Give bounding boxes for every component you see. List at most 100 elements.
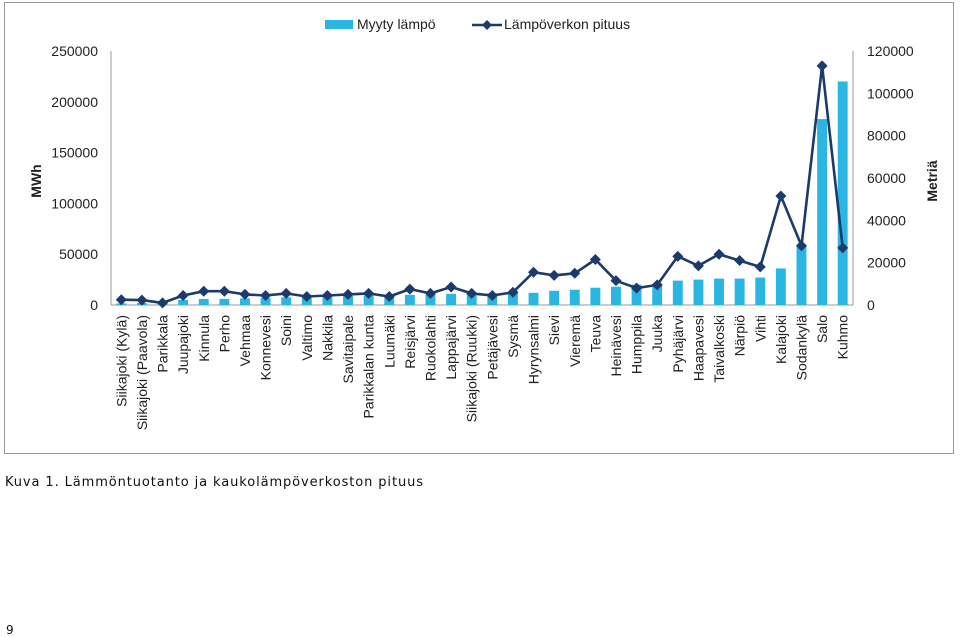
x-tick-label: Lappajärvi <box>443 315 459 380</box>
line-point <box>157 297 169 309</box>
y2-tick-label: 100000 <box>867 85 914 101</box>
line-point <box>754 261 766 273</box>
legend-swatch-bar <box>325 20 353 29</box>
line-point <box>528 266 540 278</box>
y2-tick-label: 120000 <box>867 43 914 59</box>
line-point <box>177 289 189 301</box>
bar <box>260 297 271 305</box>
x-tick-label: Humppila <box>629 315 645 374</box>
bar <box>425 294 436 305</box>
y-tick-label: 50000 <box>59 246 98 262</box>
x-tick-label: Sysmä <box>505 315 521 358</box>
line-point <box>816 60 828 72</box>
bar <box>796 246 807 305</box>
x-tick-label: Vehmaa <box>237 315 253 367</box>
y2-tick-label: 60000 <box>867 170 906 186</box>
x-tick-label: Perho <box>216 315 232 353</box>
y2-tick-label: 20000 <box>867 255 906 271</box>
line-point <box>115 294 127 306</box>
x-tick-label: Salo <box>814 315 830 343</box>
x-tick-label: Konnevesi <box>258 315 274 380</box>
x-tick-label: Parikkala <box>155 315 171 373</box>
bar <box>734 278 745 305</box>
line-point <box>713 248 725 260</box>
line-point <box>507 286 519 298</box>
line-point <box>280 287 292 299</box>
legend-label-line: Lämpöverkon pituus <box>504 16 630 32</box>
line-point <box>198 285 210 297</box>
line-point <box>795 240 807 252</box>
x-tick-label: Pyhäjärvi <box>670 315 686 373</box>
line-point <box>486 289 498 301</box>
legend: Myyty lämpö Lämpöverkon pituus <box>325 16 630 32</box>
line-point <box>445 281 457 293</box>
legend-label-bar: Myyty lämpö <box>357 16 436 32</box>
line-point <box>672 250 684 262</box>
bar <box>507 292 518 305</box>
x-tick-label: Juuka <box>649 315 665 353</box>
x-tick-label: Juupajoki <box>175 315 191 374</box>
line-point <box>651 279 663 291</box>
x-tick-label: Luumäki <box>381 315 397 368</box>
y-tick-label: 150000 <box>51 145 98 161</box>
x-tick-label: Siikajoki (Kylä) <box>113 315 129 407</box>
bar <box>755 277 766 305</box>
bar <box>219 298 230 305</box>
x-tick-label: Reisjärvi <box>402 315 418 369</box>
bar <box>363 295 374 305</box>
x-labels: Siikajoki (Kylä) Siikajoki (Paavola) Parik… <box>113 315 850 430</box>
line-point <box>404 283 416 295</box>
bar <box>817 119 828 306</box>
bar <box>404 294 415 305</box>
legend-marker <box>482 20 492 30</box>
x-tick-label: Vieremä <box>567 315 583 367</box>
x-tick-label: Siikajoki (Ruukki) <box>464 315 480 422</box>
line-point <box>734 255 746 267</box>
line-point <box>260 289 272 301</box>
x-tick-label: Nakkila <box>319 315 335 361</box>
x-tick-label: Kuhmo <box>835 315 851 360</box>
bar <box>652 283 663 305</box>
bar <box>466 293 477 305</box>
x-tick-label: Soini <box>278 315 294 346</box>
chart-frame: Myyty lämpö Lämpöverkon pituus MWh Metri… <box>4 2 954 454</box>
bar <box>178 299 189 305</box>
bar <box>198 298 209 305</box>
chart: Myyty lämpö Lämpöverkon pituus MWh Metri… <box>28 16 940 430</box>
x-tick-label: Sodankylä <box>793 315 809 381</box>
page-number: 9 <box>6 623 14 637</box>
bar <box>569 289 580 305</box>
x-tick-label: Kinnula <box>196 315 212 362</box>
line-point <box>589 253 601 265</box>
x-tick-label: Sievi <box>546 315 562 345</box>
x-tick-label: Vihti <box>752 315 768 342</box>
x-tick-label: Valtimo <box>299 315 315 361</box>
line-point <box>342 288 354 300</box>
bars <box>116 81 848 306</box>
bar <box>611 286 621 305</box>
figure-caption: Kuva 1. Lämmöntuotanto ja kaukolämpöverk… <box>5 475 424 490</box>
bar <box>240 298 250 305</box>
line-point <box>548 269 560 281</box>
x-tick-label: Parikkalan kunta <box>361 315 377 419</box>
x-tick-label: Savitaipale <box>340 315 356 384</box>
line-point <box>610 275 622 287</box>
x-tick-label: Haapavesi <box>690 315 706 381</box>
bar <box>775 268 786 305</box>
line-point <box>383 291 395 303</box>
y2-tick-label: 40000 <box>867 212 906 228</box>
bar <box>693 279 704 305</box>
line-point <box>136 294 148 306</box>
y-tick-label: 0 <box>90 297 98 313</box>
y-tick-label: 100000 <box>51 195 98 211</box>
y-tick-label: 200000 <box>51 94 98 110</box>
line-point <box>363 287 375 299</box>
bar <box>343 295 353 305</box>
x-tick-label: Siikajoki (Paavola) <box>134 315 150 430</box>
line-series-path <box>121 64 844 305</box>
x-tick-label: Närpiö <box>732 315 748 356</box>
y-ticks: 0 50000 100000 150000 200000 250000 <box>51 43 98 313</box>
x-tick-label: Taivalkoski <box>711 315 727 383</box>
line-point <box>466 287 478 299</box>
line-point <box>569 267 581 279</box>
